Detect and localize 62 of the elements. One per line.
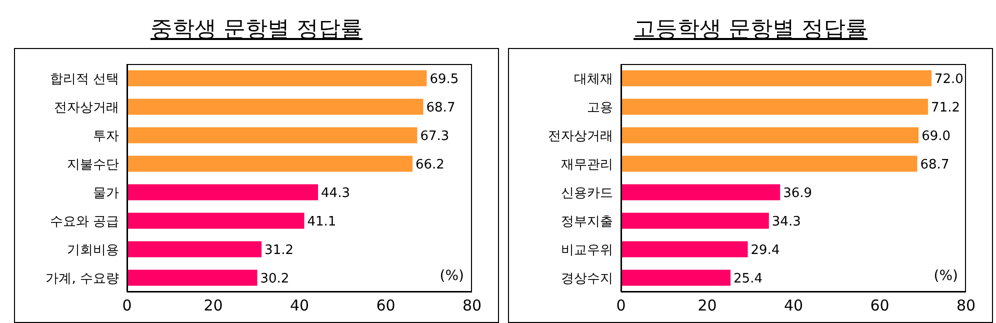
bar (127, 127, 418, 144)
data-label: 41.1 (307, 214, 336, 230)
y-tick-label: 지불수단 (67, 157, 119, 172)
y-tick-label: 가계, 수요량 (46, 271, 119, 286)
x-tick-label: 0 (616, 296, 626, 315)
bar (127, 184, 318, 200)
bar (127, 270, 258, 286)
data-label: 44.3 (321, 186, 350, 201)
y-tick-label: 물가 (93, 186, 119, 201)
chart-title: 고등학생 문항별 정답률 (632, 16, 868, 44)
x-tick-label: 60 (376, 296, 396, 315)
bar (621, 156, 918, 172)
y-tick-label: 투자 (93, 128, 119, 144)
y-tick-label: 경상수지 (561, 271, 613, 286)
annotation: (%) (934, 268, 958, 284)
y-tick-label: 전자상거래 (548, 128, 613, 144)
y-tick-label: 합리적 선택 (50, 72, 119, 87)
y-tick-label: 재무관리 (561, 157, 613, 172)
data-label: 68.7 (920, 157, 950, 172)
data-label: 69.0 (922, 128, 951, 144)
x-tick-label: 40 (290, 296, 310, 315)
x-tick-label: 60 (870, 296, 890, 315)
x-tick-label: 20 (698, 296, 717, 315)
bar (621, 98, 928, 115)
bar (127, 241, 262, 258)
data-label: 67.3 (420, 128, 450, 144)
bar (127, 70, 427, 86)
bar (621, 241, 748, 258)
x-tick-label: 0 (122, 296, 132, 315)
x-tick-label: 40 (784, 296, 804, 315)
data-label: 68.7 (426, 100, 456, 116)
data-label: 29.4 (750, 242, 780, 258)
bar (621, 270, 731, 286)
data-label: 34.3 (772, 214, 801, 230)
y-tick-label: 전자상거래 (54, 100, 119, 116)
bar (621, 212, 769, 229)
data-label: 69.5 (430, 72, 459, 87)
annotation: (%) (440, 268, 464, 284)
y-tick-label: 기회비용 (67, 242, 119, 258)
bar (621, 127, 919, 144)
y-tick-label: 비교우위 (561, 242, 613, 258)
x-tick-label: 20 (204, 296, 223, 315)
bar (127, 156, 412, 172)
bar (127, 212, 304, 229)
data-label: 36.9 (783, 186, 812, 201)
y-tick-label: 대체재 (574, 72, 613, 87)
y-tick-label: 정부지출 (561, 214, 613, 230)
bar (127, 98, 424, 115)
data-label: 66.2 (415, 157, 444, 172)
data-label: 71.2 (931, 100, 960, 116)
x-tick-label: 80 (462, 296, 482, 315)
y-tick-label: 수요와 공급 (50, 214, 119, 230)
y-tick-label: 고용 (587, 100, 613, 116)
bar (621, 70, 932, 86)
data-label: 25.4 (734, 271, 762, 286)
x-tick-label: 80 (956, 296, 976, 315)
chart-title: 중학생 문항별 정답률 (150, 16, 364, 44)
data-label: 30.2 (260, 271, 290, 286)
data-label: 31.2 (264, 242, 294, 258)
y-tick-label: 신용카드 (561, 186, 613, 201)
bar (621, 184, 780, 200)
data-label: 72.0 (934, 72, 964, 87)
